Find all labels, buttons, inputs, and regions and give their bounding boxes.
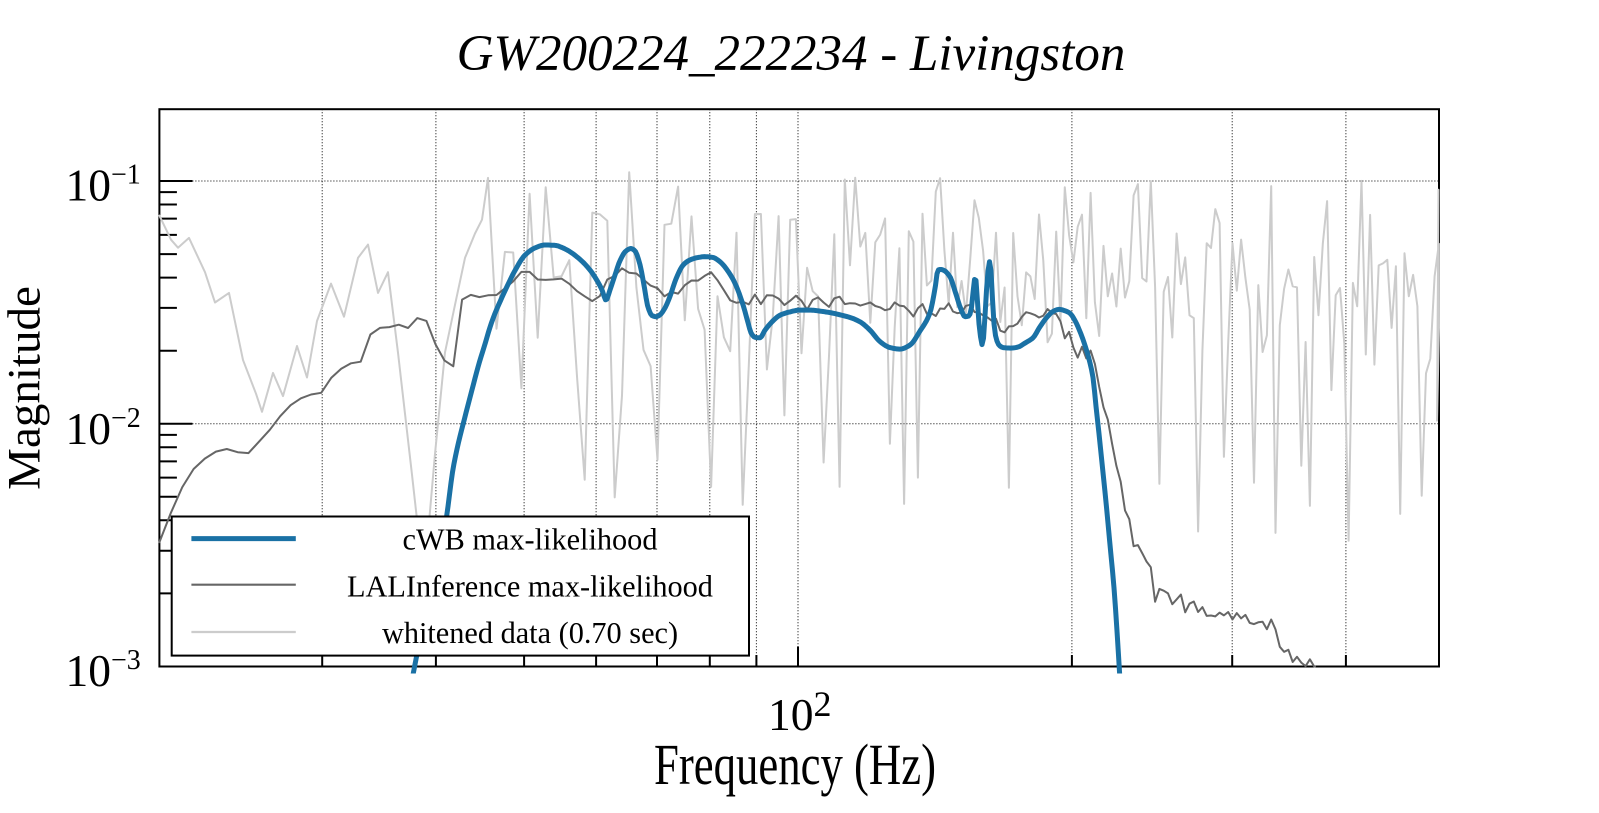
svg-text:Frequency (Hz): Frequency (Hz) <box>654 732 936 797</box>
svg-text:cWB max-likelihood: cWB max-likelihood <box>403 523 658 557</box>
svg-text:Magnitude: Magnitude <box>0 286 51 490</box>
svg-text:10−3: 10−3 <box>66 645 141 696</box>
svg-text:LALInference max-likelihood: LALInference max-likelihood <box>347 570 713 604</box>
svg-text:GW200224_222234 - Livingston: GW200224_222234 - Livingston <box>457 26 1126 82</box>
svg-text:whitened data (0.70 sec): whitened data (0.70 sec) <box>382 616 678 650</box>
